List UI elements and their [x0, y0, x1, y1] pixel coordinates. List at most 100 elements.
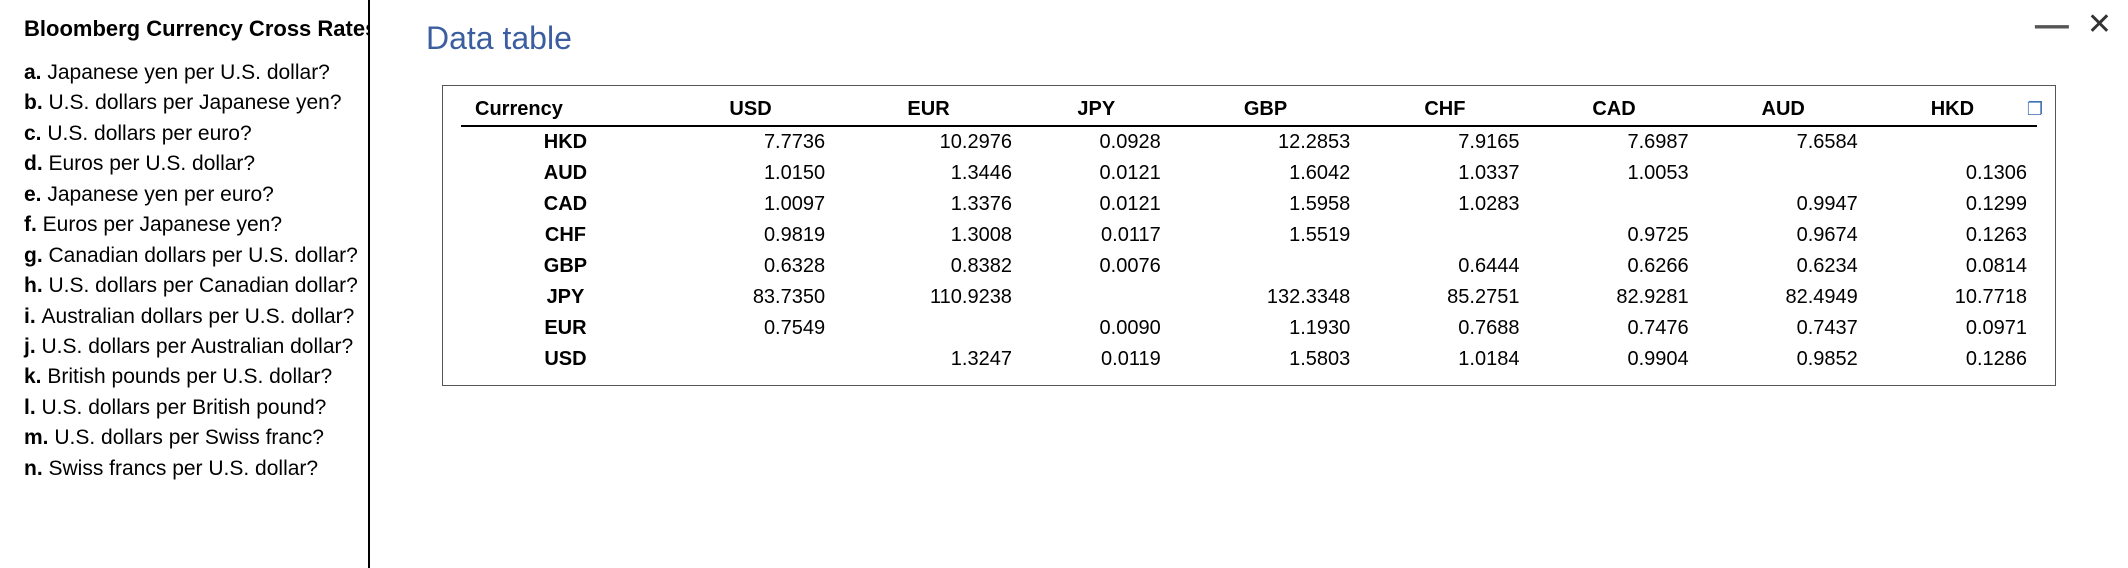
table-cell: 0.6328: [666, 251, 835, 282]
column-header: USD: [666, 94, 835, 126]
question-text: Japanese yen per euro?: [47, 183, 274, 206]
table-cell: 10.7718: [1868, 282, 2037, 313]
question-letter: h.: [24, 274, 49, 297]
table-cell: [1171, 251, 1361, 282]
question-letter: a.: [24, 61, 47, 84]
question-text: U.S. dollars per Japanese yen?: [49, 91, 342, 114]
question-letter: c.: [24, 122, 47, 145]
table-cell: 1.3446: [835, 158, 1022, 189]
table-cell: 7.9165: [1360, 126, 1529, 158]
row-label: CAD: [461, 189, 666, 220]
table-cell: 0.0121: [1022, 189, 1171, 220]
question-item: e. Japanese yen per euro?: [24, 180, 356, 210]
table-cell: 0.9674: [1699, 220, 1868, 251]
question-item: c. U.S. dollars per euro?: [24, 119, 356, 149]
question-item: i. Australian dollars per U.S. dollar?: [24, 302, 356, 332]
table-row: USD 1.32470.01191.58031.01840.99040.98520…: [461, 344, 2037, 375]
left-panel-title: Bloomberg Currency Cross Rates. U: [24, 16, 356, 42]
question-text: U.S. dollars per Australian dollar?: [42, 335, 354, 358]
question-item: f. Euros per Japanese yen?: [24, 210, 356, 240]
table-row: GBP0.63280.83820.00760.64440.62660.62340…: [461, 251, 2037, 282]
table-cell: 0.6266: [1529, 251, 1698, 282]
question-letter: k.: [24, 365, 47, 388]
table-cell: 0.9852: [1699, 344, 1868, 375]
table-cell: 12.2853: [1171, 126, 1361, 158]
table-cell: 82.4949: [1699, 282, 1868, 313]
table-cell: 1.0053: [1529, 158, 1698, 189]
question-text: U.S. dollars per Swiss franc?: [54, 426, 324, 449]
table-row: JPY83.7350110.9238132.334885.275182.9281…: [461, 282, 2037, 313]
row-label: CHF: [461, 220, 666, 251]
question-item: a. Japanese yen per U.S. dollar?: [24, 58, 356, 88]
table-cell: 85.2751: [1360, 282, 1529, 313]
panel-title: Data table: [426, 20, 2072, 57]
question-text: British pounds per U.S. dollar?: [47, 365, 332, 388]
table-cell: [835, 313, 1022, 344]
table-cell: 0.6444: [1360, 251, 1529, 282]
question-letter: d.: [24, 152, 49, 175]
question-list: a. Japanese yen per U.S. dollar?b. U.S. …: [24, 58, 356, 484]
close-icon[interactable]: ✕: [2087, 10, 2112, 40]
table-cell: 0.1263: [1868, 220, 2037, 251]
column-header: JPY: [1022, 94, 1171, 126]
table-cell: 0.9819: [666, 220, 835, 251]
table-cell: 0.0090: [1022, 313, 1171, 344]
left-panel: Bloomberg Currency Cross Rates. U a. Jap…: [0, 0, 370, 568]
row-label: AUD: [461, 158, 666, 189]
cross-rates-table: CurrencyUSDEURJPYGBPCHFCADAUDHKD HKD7.77…: [461, 94, 2037, 375]
table-cell: [1699, 158, 1868, 189]
table-cell: 10.2976: [835, 126, 1022, 158]
question-item: l. U.S. dollars per British pound?: [24, 393, 356, 423]
table-cell: 132.3348: [1171, 282, 1361, 313]
table-cell: 0.7437: [1699, 313, 1868, 344]
table-cell: 0.0119: [1022, 344, 1171, 375]
question-text: Swiss francs per U.S. dollar?: [49, 457, 319, 480]
column-header: EUR: [835, 94, 1022, 126]
popout-icon[interactable]: ❐: [2027, 100, 2043, 118]
table-cell: 0.9904: [1529, 344, 1698, 375]
table-cell: 1.3008: [835, 220, 1022, 251]
table-cell: 1.0097: [666, 189, 835, 220]
table-cell: 1.5519: [1171, 220, 1361, 251]
question-text: Euros per U.S. dollar?: [49, 152, 256, 175]
table-cell: 0.0121: [1022, 158, 1171, 189]
table-cell: 0.0928: [1022, 126, 1171, 158]
question-text: Euros per Japanese yen?: [43, 213, 282, 236]
table-cell: 1.3376: [835, 189, 1022, 220]
table-cell: 7.7736: [666, 126, 835, 158]
table-cell: 0.0076: [1022, 251, 1171, 282]
table-cell: 1.3247: [835, 344, 1022, 375]
table-cell: [666, 344, 835, 375]
row-label: GBP: [461, 251, 666, 282]
question-letter: j.: [24, 335, 42, 358]
table-cell: 82.9281: [1529, 282, 1698, 313]
row-label: HKD: [461, 126, 666, 158]
minimize-icon[interactable]: —: [2035, 8, 2069, 42]
question-text: Canadian dollars per U.S. dollar?: [49, 244, 358, 267]
table-cell: 1.6042: [1171, 158, 1361, 189]
table-cell: 0.1286: [1868, 344, 2037, 375]
question-item: j. U.S. dollars per Australian dollar?: [24, 332, 356, 362]
column-header: Currency: [461, 94, 666, 126]
table-cell: 1.0283: [1360, 189, 1529, 220]
table-head: CurrencyUSDEURJPYGBPCHFCADAUDHKD: [461, 94, 2037, 126]
question-text: U.S. dollars per Canadian dollar?: [49, 274, 358, 297]
row-label: USD: [461, 344, 666, 375]
table-cell: 1.1930: [1171, 313, 1361, 344]
window-controls: — ✕: [2035, 8, 2112, 42]
question-item: g. Canadian dollars per U.S. dollar?: [24, 241, 356, 271]
table-cell: 0.8382: [835, 251, 1022, 282]
question-item: m. U.S. dollars per Swiss franc?: [24, 423, 356, 453]
column-header: HKD: [1868, 94, 2037, 126]
question-item: d. Euros per U.S. dollar?: [24, 149, 356, 179]
question-item: h. U.S. dollars per Canadian dollar?: [24, 271, 356, 301]
table-cell: 110.9238: [835, 282, 1022, 313]
table-cell: 1.5803: [1171, 344, 1361, 375]
table-cell: [1022, 282, 1171, 313]
table-row: AUD1.01501.34460.01211.60421.03371.00530…: [461, 158, 2037, 189]
table-cell: 1.0184: [1360, 344, 1529, 375]
question-text: Japanese yen per U.S. dollar?: [47, 61, 330, 84]
row-label: JPY: [461, 282, 666, 313]
table-cell: [1360, 220, 1529, 251]
table-row: CHF0.98191.30080.01171.55190.97250.96740…: [461, 220, 2037, 251]
